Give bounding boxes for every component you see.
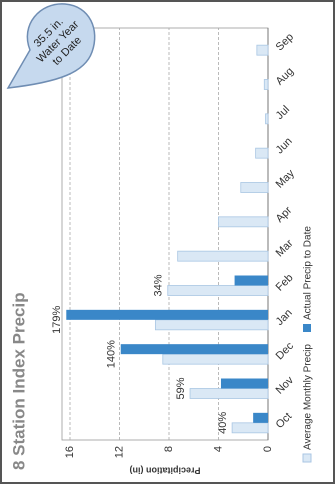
legend-swatch xyxy=(303,324,311,332)
rotated-chart: 8 Station Index Precip Precipitation (in… xyxy=(9,27,314,476)
percent-label: 34% xyxy=(153,274,165,296)
percent-label: 59% xyxy=(175,377,187,399)
bar xyxy=(253,412,268,423)
bar xyxy=(265,113,269,125)
y-tick-label: 0 xyxy=(262,446,274,452)
callout-shape xyxy=(6,3,96,89)
bar xyxy=(255,147,269,159)
bar xyxy=(220,378,269,389)
bar xyxy=(189,388,269,399)
bar xyxy=(218,216,269,228)
bar xyxy=(167,285,269,296)
legend-label: Actual Precip to Date xyxy=(303,226,314,320)
y-tick-label: 8 xyxy=(163,446,175,452)
percent-label: 179% xyxy=(51,306,63,334)
chart-title: 8 Station Index Precip xyxy=(9,292,28,470)
bar xyxy=(154,319,269,331)
bar xyxy=(120,344,268,355)
bar xyxy=(231,422,269,434)
bar xyxy=(256,44,269,56)
bar xyxy=(66,309,268,320)
bar xyxy=(234,275,268,286)
percent-label: 40% xyxy=(217,412,229,434)
bar xyxy=(263,79,269,90)
percent-label: 140% xyxy=(106,340,118,368)
legend-label: Average Monthly Precip xyxy=(303,344,314,450)
bar xyxy=(177,250,269,262)
y-tick-label: 16 xyxy=(64,446,76,458)
y-axis-label: Precipitation (in) xyxy=(129,466,200,476)
legend-swatch xyxy=(302,453,312,463)
y-tick-label: 4 xyxy=(212,446,224,452)
y-tick-label: 12 xyxy=(113,446,125,458)
bar xyxy=(240,182,269,193)
bar xyxy=(162,353,269,365)
